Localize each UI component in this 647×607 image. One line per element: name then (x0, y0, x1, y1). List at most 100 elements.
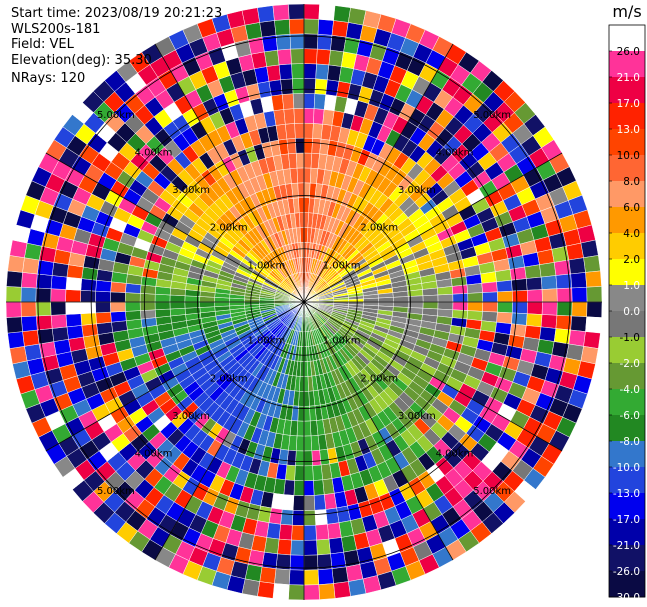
colorbar-tick-label: -13.0 (613, 488, 640, 500)
range-label: 2.00km (210, 223, 248, 234)
range-gate (303, 480, 315, 496)
range-gate (328, 49, 344, 67)
range-label: 2.00km (360, 373, 398, 384)
range-gate (110, 281, 127, 293)
range-gate (7, 331, 25, 349)
range-gate (6, 316, 23, 334)
range-gate (315, 524, 330, 541)
range-gate (571, 286, 588, 303)
colorbar-band (609, 571, 645, 598)
range-gate (296, 420, 305, 437)
range-label: 3.00km (172, 411, 210, 422)
range-gate (20, 286, 37, 303)
range-gate (580, 239, 599, 258)
range-gate (482, 291, 498, 303)
colorbar-tick-label: 13.0 (617, 124, 640, 136)
range-gate (5, 301, 22, 318)
range-gate (281, 93, 295, 110)
colorbar-band (609, 155, 645, 182)
grid-lines (6, 4, 602, 600)
range-gate (323, 493, 337, 510)
range-gate (303, 465, 314, 482)
range-gate (111, 320, 128, 333)
colorbar-unit: m/s (612, 2, 641, 21)
range-gate (497, 290, 513, 303)
range-gate (257, 581, 275, 599)
range-gate (264, 537, 280, 555)
range-label: 1.00km (323, 260, 361, 271)
range-gate (110, 291, 126, 303)
range-label: 4.00km (135, 147, 173, 158)
colorbar-tick-label: -6.0 (620, 410, 641, 422)
range-gate (566, 242, 584, 261)
range-gate (570, 315, 587, 332)
range-gate (139, 293, 156, 303)
range-label: 5.00km (97, 486, 135, 497)
range-gate (286, 138, 297, 155)
colorbar-band (609, 441, 645, 468)
range-gate (65, 301, 82, 315)
range-gate (333, 5, 351, 23)
colorbar-band (609, 545, 645, 572)
range-gate (292, 495, 305, 511)
colorbar-band (609, 77, 645, 104)
range-gate (257, 5, 275, 23)
range-gate (467, 301, 484, 312)
range-gate (154, 293, 171, 303)
range-gate (295, 450, 305, 467)
colorbar-tick-label: -26.0 (613, 566, 640, 578)
colorbar-band (609, 51, 645, 78)
range-gate (288, 569, 305, 586)
range-gate (259, 566, 277, 584)
range-label: 2.00km (210, 373, 248, 384)
range-gate (303, 3, 320, 20)
range-gate (214, 301, 230, 307)
colorbar-tick-label: -10.0 (613, 462, 640, 474)
range-gate (568, 329, 586, 347)
range-gate (303, 18, 320, 35)
colorbar: 26.0 21.0 17.0 13.0 10.0 8.0 6.0 4.0 2.0 1.0 0.0 -1… (608, 2, 646, 604)
range-gate (303, 167, 312, 184)
range-gate (570, 272, 587, 289)
range-gate (303, 420, 312, 437)
range-gates (5, 3, 603, 601)
range-label: 3.00km (172, 185, 210, 196)
range-gate (154, 308, 171, 318)
range-gate (285, 123, 296, 140)
range-gate (482, 301, 498, 313)
range-gate (65, 313, 82, 328)
start-time-label: Start time: 2023/08/19 20:21:23 (11, 6, 223, 21)
range-gate (50, 275, 68, 290)
range-gate (497, 301, 513, 314)
colorbar-tick-label: -21.0 (613, 540, 640, 552)
range-gate (278, 63, 293, 80)
colorbar-tick-label: 8.0 (623, 176, 640, 188)
range-gate (496, 311, 513, 325)
range-gate (317, 19, 334, 36)
range-gate (452, 293, 469, 303)
range-gate (280, 509, 294, 526)
range-gate (585, 270, 602, 288)
colorbar-tick-label: 0.0 (623, 306, 640, 318)
range-label: 5.00km (97, 110, 135, 121)
range-gate (296, 167, 305, 184)
range-gate (303, 152, 313, 169)
range-gate (272, 4, 290, 21)
range-gate (303, 137, 313, 154)
colorbar-tick-label: -1.0 (620, 332, 641, 344)
range-gate (313, 494, 327, 511)
range-gate (24, 343, 42, 362)
range-label: 1.00km (323, 336, 361, 347)
range-gate (303, 346, 308, 362)
range-gate (495, 269, 512, 283)
colorbar-tick-label: -2.0 (620, 358, 641, 370)
range-gate (481, 281, 498, 293)
range-gate (294, 122, 305, 139)
range-gate (9, 346, 28, 365)
range-gate (585, 316, 602, 334)
range-gate (303, 93, 316, 109)
range-gate (292, 78, 305, 94)
range-gate (293, 480, 305, 496)
range-gate (511, 278, 528, 292)
